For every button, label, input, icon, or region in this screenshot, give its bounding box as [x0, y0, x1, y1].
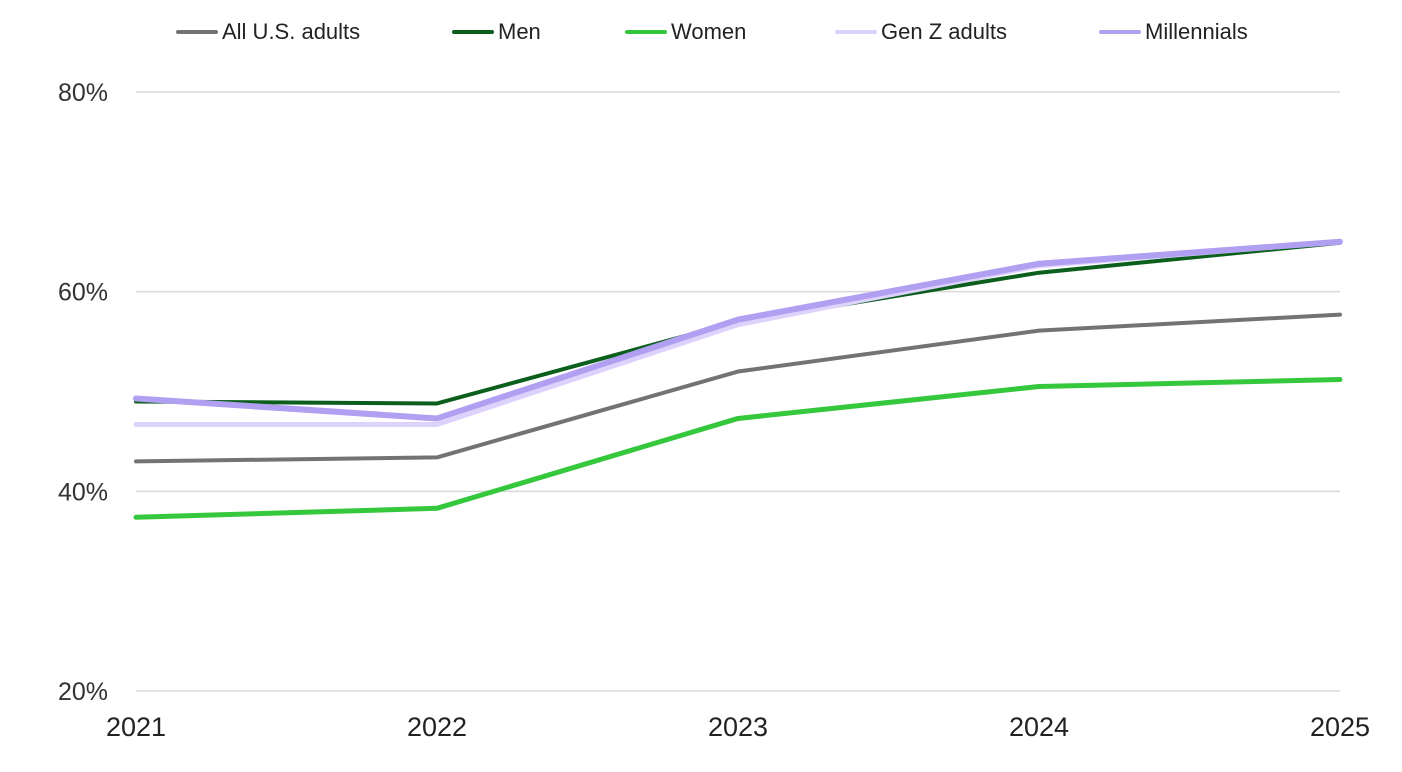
legend-swatch-women — [625, 30, 667, 34]
legend-label-women: Women — [671, 19, 747, 44]
y-tick-label: 60% — [58, 279, 108, 307]
legend-label-all-us-adults: All U.S. adults — [222, 19, 361, 44]
series-gen-z-adults — [133, 239, 1343, 427]
series-line-all-u-s-adults — [134, 312, 1342, 464]
series-lines — [133, 238, 1343, 520]
legend-label-gen-z-adults: Gen Z adults — [881, 19, 1007, 44]
x-axis-ticks: 2021 2022 2023 2024 2025 — [106, 712, 1370, 742]
chart-legend: All U.S. adults Men Women Gen Z adults M… — [0, 0, 1402, 60]
x-tick-label: 2021 — [106, 712, 166, 742]
legend-swatch-gen-z-adults — [835, 30, 877, 34]
legend-item-millennials: Millennials — [1099, 19, 1248, 45]
series-line-gen-z-adults — [133, 239, 1343, 427]
series-millennials — [133, 238, 1343, 422]
gridlines — [136, 91, 1340, 692]
legend-item-women: Women — [625, 19, 746, 45]
y-tick-label: 20% — [58, 678, 108, 706]
x-tick-label: 2023 — [708, 712, 768, 742]
series-line-women — [133, 377, 1343, 520]
legend-swatch-millennials — [1099, 30, 1141, 34]
y-axis-ticks: 20% 40% 60% 80% — [58, 79, 108, 706]
series-line-millennials — [133, 238, 1343, 422]
x-tick-label: 2022 — [407, 712, 467, 742]
series-all-u-s-adults — [134, 312, 1342, 464]
legend-label-millennials: Millennials — [1145, 19, 1248, 44]
x-tick-label: 2025 — [1310, 712, 1370, 742]
legend-item-gen-z-adults: Gen Z adults — [835, 19, 1007, 45]
legend-item-men: Men — [452, 19, 541, 45]
y-tick-label: 40% — [58, 478, 108, 506]
legend-swatch-all-us-adults — [176, 30, 218, 34]
x-tick-label: 2024 — [1009, 712, 1069, 742]
legend-swatch-men — [452, 30, 494, 34]
series-women — [133, 377, 1343, 520]
legend-item-all-us-adults: All U.S. adults — [176, 19, 360, 45]
y-tick-label: 80% — [58, 79, 108, 107]
legend-label-men: Men — [498, 19, 541, 44]
